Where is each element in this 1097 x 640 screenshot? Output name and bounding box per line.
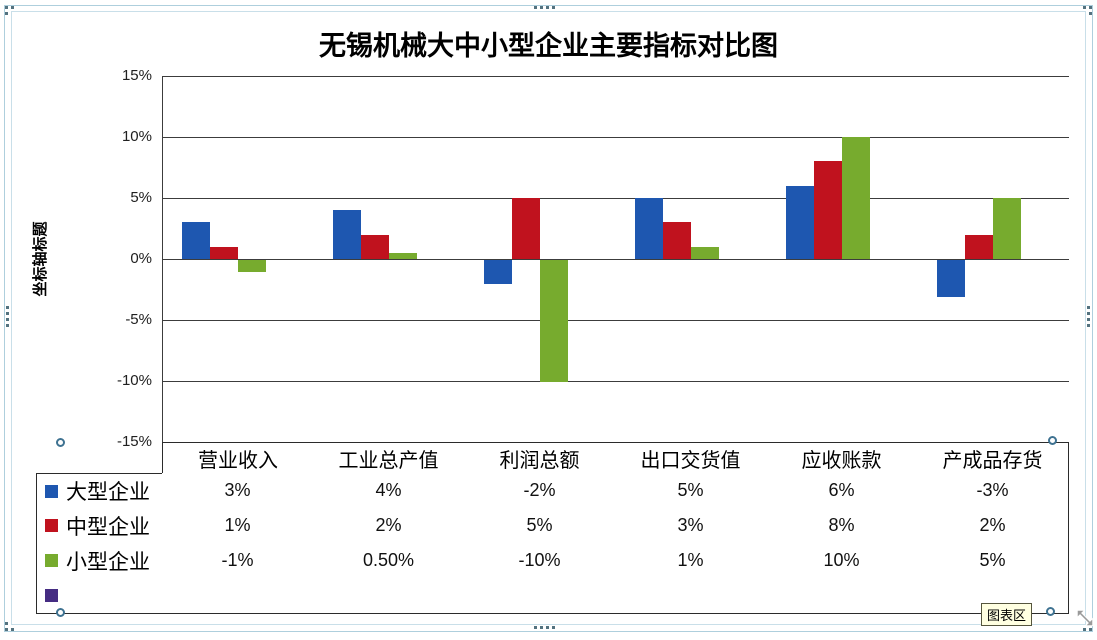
table-cell: 0.50% <box>313 543 465 579</box>
plot-area[interactable] <box>162 76 1069 443</box>
table-cell <box>766 578 918 614</box>
table-cell: 1% <box>615 543 767 579</box>
table-cell <box>615 578 767 614</box>
table-header-利润总额: 利润总额 <box>464 442 616 474</box>
series-name: 小型企业 <box>66 549 150 574</box>
table-cell: -10% <box>464 543 616 579</box>
table-cell: 4% <box>313 473 465 509</box>
table-row-label: 小型企业 <box>36 543 163 579</box>
bar-中型企业-营业收入[interactable] <box>210 247 238 259</box>
table-header-产成品存货: 产成品存货 <box>917 442 1069 474</box>
bar-中型企业-产成品存货[interactable] <box>965 235 993 259</box>
bar-中型企业-工业总产值[interactable] <box>361 235 389 259</box>
y-tick-label: 10% <box>121 128 152 145</box>
y-tick-label: -5% <box>125 311 152 328</box>
table-header-工业总产值: 工业总产值 <box>313 442 465 474</box>
bar-小型企业-产成品存货[interactable] <box>993 198 1021 259</box>
bar-大型企业-产成品存货[interactable] <box>937 260 965 297</box>
table-cell: 3% <box>162 473 314 509</box>
bar-中型企业-出口交货值[interactable] <box>663 222 691 259</box>
table-cell: 2% <box>313 508 465 544</box>
table-cell: 1% <box>162 508 314 544</box>
selection-handle-bottom-left[interactable] <box>56 608 65 617</box>
table-cell: 8% <box>766 508 918 544</box>
gridline <box>163 320 1069 321</box>
table-cell <box>162 578 314 614</box>
y-tick-label: -15% <box>116 433 152 450</box>
y-tick-label: -10% <box>116 372 152 389</box>
frame-bottom-handle[interactable] <box>534 626 555 629</box>
selection-handle-bottom-right[interactable] <box>1046 607 1055 616</box>
bar-小型企业-营业收入[interactable] <box>238 260 266 272</box>
table-cell: -3% <box>917 473 1069 509</box>
legend-key <box>45 589 58 602</box>
y-tick-label: 15% <box>121 67 152 84</box>
bar-大型企业-出口交货值[interactable] <box>635 198 663 259</box>
bar-小型企业-应收账款[interactable] <box>842 137 870 259</box>
gridline <box>163 381 1069 382</box>
table-cell: -2% <box>464 473 616 509</box>
chart-area-tooltip: 图表区 <box>981 603 1033 626</box>
y-axis-title[interactable]: 坐标轴标题 <box>33 221 49 297</box>
legend-key <box>45 519 58 532</box>
gridline <box>163 259 1069 260</box>
table-header-营业收入: 营业收入 <box>162 442 314 474</box>
table-cell: 5% <box>615 473 767 509</box>
chart-title[interactable]: 无锡机械大中小型企业主要指标对比图 <box>319 31 778 61</box>
bar-中型企业-应收账款[interactable] <box>814 161 842 259</box>
table-row-label: 中型企业 <box>36 508 163 544</box>
table-header-应收账款: 应收账款 <box>766 442 918 474</box>
table-cell: 5% <box>464 508 616 544</box>
bar-大型企业-应收账款[interactable] <box>786 186 814 259</box>
bar-大型企业-营业收入[interactable] <box>182 222 210 259</box>
y-tick-label: 0% <box>130 250 152 267</box>
bar-大型企业-工业总产值[interactable] <box>333 210 361 259</box>
gridline <box>163 137 1069 138</box>
table-cell: 6% <box>766 473 918 509</box>
legend-key <box>45 554 58 567</box>
series-name: 中型企业 <box>66 514 150 539</box>
bar-小型企业-出口交货值[interactable] <box>691 247 719 259</box>
table-cell: 10% <box>766 543 918 579</box>
table-header-出口交货值: 出口交货值 <box>615 442 767 474</box>
y-tick-label: 5% <box>130 189 152 206</box>
frame-right-handle[interactable] <box>1087 306 1090 327</box>
selection-handle-top-right[interactable] <box>1048 436 1057 445</box>
table-cell: 2% <box>917 508 1069 544</box>
table-cell <box>313 578 465 614</box>
chart-data-table[interactable]: 营业收入 工业总产值 利润总额 出口交货值 应收账款 产成品存货 大型企业 3% 4% -2% 5%… <box>36 442 1069 614</box>
table-cell <box>464 578 616 614</box>
chart-selection-frame-inner <box>11 11 1086 625</box>
table-cell: 3% <box>615 508 767 544</box>
table-row-label: 大型企业 <box>36 473 163 509</box>
series-name: 大型企业 <box>66 480 150 504</box>
resize-cursor-icon <box>1076 609 1094 627</box>
bar-小型企业-工业总产值[interactable] <box>389 253 417 259</box>
table-row-label <box>36 578 163 614</box>
selection-handle-top-left[interactable] <box>56 438 65 447</box>
legend-key <box>45 484 58 498</box>
gridline <box>163 76 1069 77</box>
bar-中型企业-利润总额[interactable] <box>512 198 540 259</box>
frame-left-handle[interactable] <box>6 306 9 327</box>
bar-小型企业-利润总额[interactable] <box>540 260 568 382</box>
chart-selection-frame-outer <box>4 5 1093 632</box>
gridline <box>163 198 1069 199</box>
table-cell: 5% <box>917 543 1069 579</box>
table-cell: -1% <box>162 543 314 579</box>
bar-大型企业-利润总额[interactable] <box>484 260 512 284</box>
frame-top-handle[interactable] <box>534 6 555 9</box>
